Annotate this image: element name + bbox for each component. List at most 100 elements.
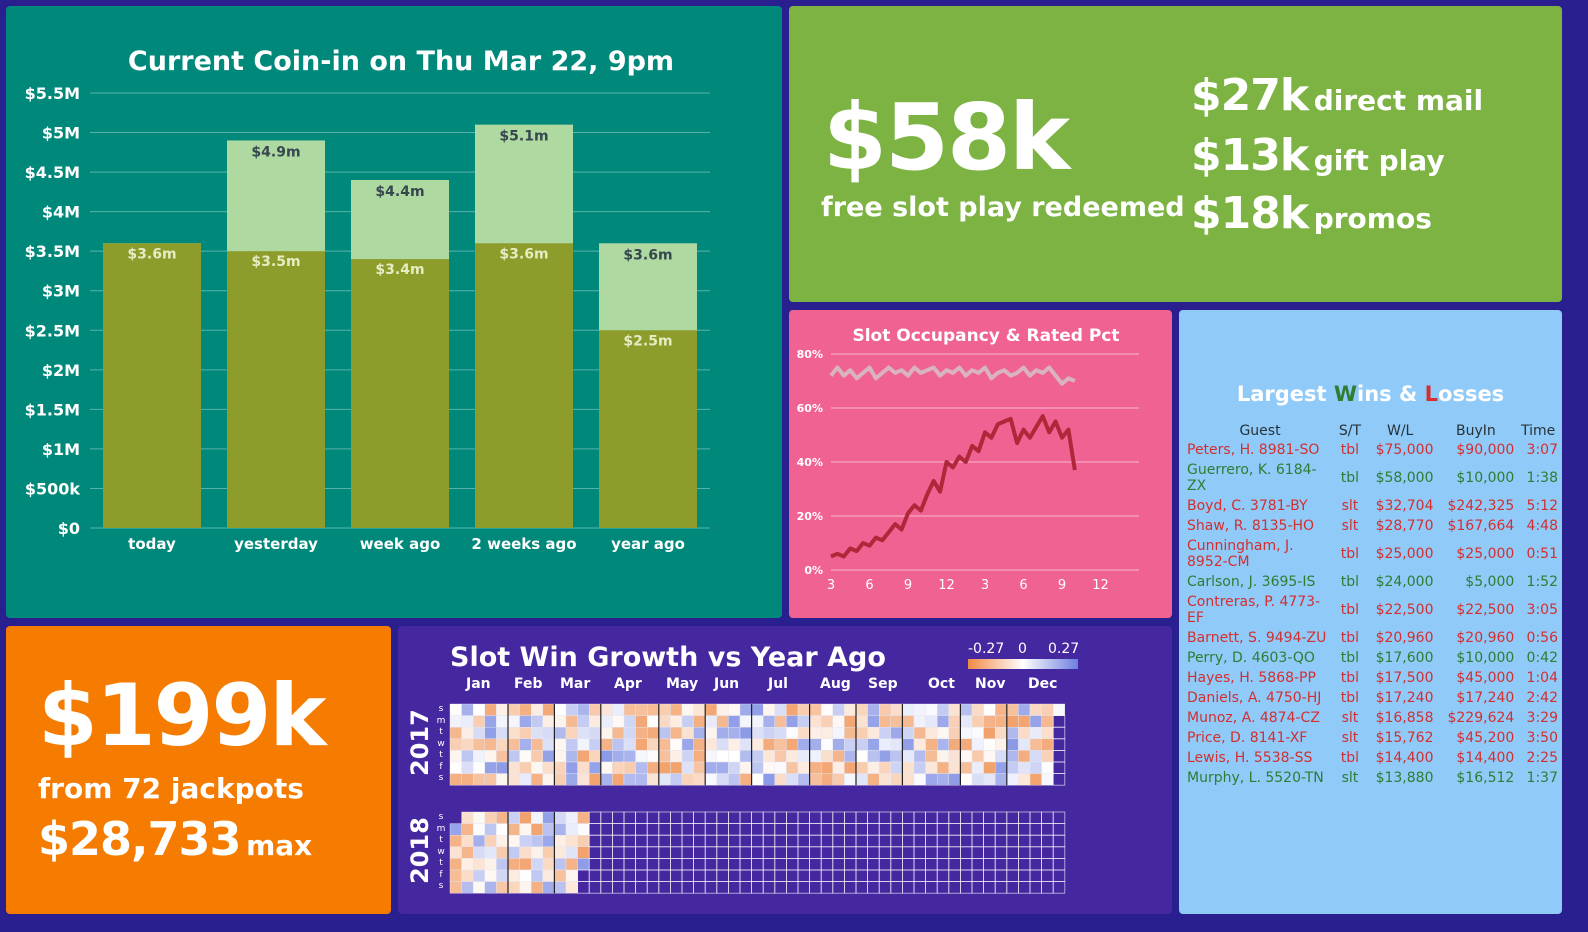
heatmap-cell: [797, 750, 810, 763]
x-tick-label: 3: [827, 578, 835, 593]
heatmap-empty-cell: [751, 881, 764, 894]
heatmap-cell: [797, 703, 810, 716]
heatmap-cell: [461, 846, 474, 859]
heatmap-cell: [449, 750, 462, 763]
heatmap-cell: [716, 761, 729, 774]
heatmap-cell: [844, 750, 857, 763]
heatmap-cell: [507, 715, 520, 728]
heatmap-empty-cell: [867, 811, 880, 825]
occupancy-chart: 0% 20% 40% 60% 80% 3 6 9 12 3 6 9 12: [797, 348, 1139, 593]
heatmap-empty-cell: [1006, 823, 1019, 836]
heatmap-cell: [646, 703, 659, 716]
heatmap-cell: [472, 761, 485, 774]
heatmap-cell: [484, 750, 497, 763]
day-of-week-label: t: [439, 750, 443, 760]
buyin-cell: $16,512: [1456, 770, 1515, 786]
type-cell: tbl: [1340, 546, 1360, 562]
heatmap-cell: [763, 750, 776, 763]
heatmap-cell: [658, 726, 671, 739]
heatmap-cell: [542, 881, 555, 894]
heatmap-cell: [507, 869, 520, 882]
heatmap-cell: [519, 703, 532, 716]
heatmap-empty-cell: [867, 846, 880, 859]
heatmap-cell: [786, 738, 799, 751]
heatmap-empty-cell: [878, 834, 892, 848]
heatmap-cell: [739, 761, 752, 774]
month-label: Apr: [614, 676, 642, 692]
heatmap-empty-cell: [623, 857, 637, 871]
guest-cell: Daniels, A. 4750-HJ: [1187, 690, 1322, 706]
heatmap-empty-cell: [1052, 811, 1066, 825]
heatmap-cell: [763, 773, 776, 786]
heatmap-empty-cell: [739, 811, 753, 825]
heatmap-cell: [600, 726, 613, 739]
heatmap-empty-cell: [983, 857, 996, 871]
heatmap-empty-cell: [994, 834, 1008, 848]
heatmap-cell: [658, 761, 671, 774]
heatmap-cell: [855, 750, 868, 763]
heatmap-empty-cell: [809, 869, 822, 883]
free-play-category: promos: [1313, 202, 1432, 235]
heatmap-cell: [519, 881, 532, 894]
heatmap-cell: [681, 761, 694, 774]
heatmap-cell: [751, 715, 764, 728]
heatmap-cell: [855, 773, 868, 786]
heatmap-empty-cell: [704, 811, 718, 825]
y-tick-label: 0%: [804, 564, 823, 577]
heatmap-empty-cell: [797, 823, 811, 836]
heatmap-cell: [763, 715, 776, 728]
heatmap-cell: [879, 750, 892, 763]
heatmap-empty-cell: [669, 857, 683, 871]
heatmap-cell: [832, 750, 845, 763]
heatmap-cell: [995, 738, 1008, 751]
heatmap-cell: [716, 726, 729, 739]
heatmap-cell: [612, 773, 625, 786]
guest-cell: Price, D. 8141-XF: [1187, 730, 1308, 746]
jackpot-max-amount: $28,733: [38, 812, 242, 866]
heatmap-empty-cell: [1041, 846, 1054, 859]
heatmap-cell: [971, 761, 984, 774]
month-label: Feb: [514, 676, 543, 692]
heatmap-cell: [971, 773, 984, 786]
jackpot-panel: $199k from 72 jackpots $28,733 max: [6, 626, 391, 914]
heatmap-empty-cell: [797, 857, 811, 871]
heatmap-empty-cell: [855, 857, 869, 871]
wl-cell: $17,240: [1375, 690, 1434, 706]
heatmap-empty-cell: [994, 857, 1008, 871]
heatmap-cell: [693, 738, 706, 751]
guest-cell: Murphy, L. 5520-TN: [1187, 770, 1324, 786]
heatmap-empty-cell: [1041, 834, 1054, 848]
guest-cell: Boyd, C. 3781-BY: [1187, 498, 1308, 514]
heatmap-cell: [658, 703, 671, 716]
heatmap-empty-cell: [635, 823, 648, 836]
heatmap-empty-cell: [635, 857, 648, 871]
heatmap-cell: [786, 703, 799, 716]
heatmap-empty-cell: [925, 857, 938, 871]
month-label: Oct: [928, 676, 955, 692]
y-tick-label: 20%: [797, 510, 823, 523]
heatmap-cell: [983, 703, 996, 716]
heatmap-empty-cell: [716, 869, 729, 883]
heatmap-cell: [960, 738, 973, 751]
heatmap-cell: [902, 715, 915, 728]
month-label: Dec: [1028, 676, 1058, 692]
heatmap-empty-cell: [809, 823, 822, 836]
heatmap-cell: [472, 823, 485, 836]
heatmap-empty-cell: [646, 823, 660, 836]
heatmap-empty-cell: [913, 857, 927, 871]
day-of-week-label: s: [438, 773, 444, 783]
type-cell: tbl: [1340, 650, 1360, 666]
heatmap-empty-cell: [855, 869, 869, 883]
heatmap-empty-cell: [878, 823, 892, 836]
heatmap-cell: [461, 761, 474, 774]
heatmap-cell: [519, 750, 532, 763]
heatmap-cell: [472, 773, 485, 786]
heatmap-cell: [739, 703, 752, 716]
free-play-direct-mail: $27k direct mail: [1191, 70, 1483, 121]
heatmap-cell: [890, 726, 903, 739]
heatmap-cell: [705, 738, 718, 751]
heatmap-empty-cell: [832, 846, 845, 859]
heatmap-cell: [658, 750, 671, 763]
heatmap-empty-cell: [751, 823, 764, 836]
heatmap-empty-cell: [925, 869, 938, 883]
